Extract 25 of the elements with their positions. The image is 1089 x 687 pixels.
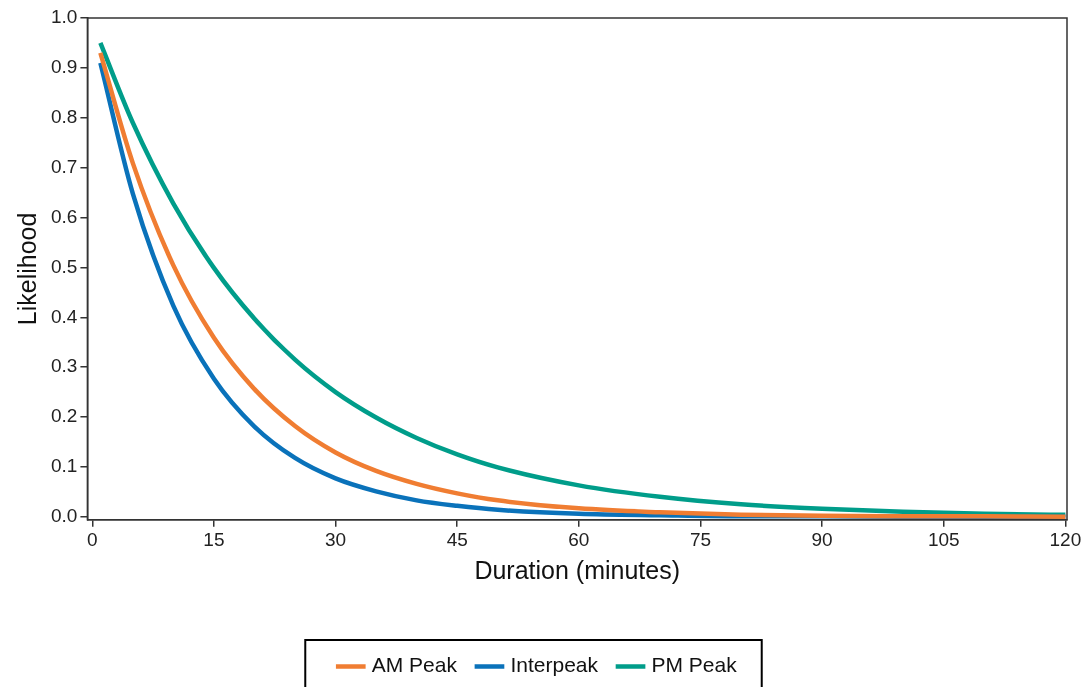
legend-label: PM Peak: [651, 653, 738, 677]
legend-label: AM Peak: [371, 653, 458, 677]
x-tick-label: 60: [568, 529, 590, 551]
y-tick-label: 1.0: [50, 6, 78, 28]
y-tick-label: 0.7: [50, 155, 78, 177]
y-tick-label: 0.2: [50, 405, 78, 427]
y-tick-label: 0.9: [50, 56, 78, 78]
x-tick-label: 90: [811, 529, 833, 551]
y-axis-title: Likelihood: [12, 212, 41, 326]
y-tick-label: 0.1: [50, 455, 78, 477]
legend-label: Interpeak: [510, 653, 599, 677]
y-tick-label: 0.3: [50, 355, 78, 377]
x-tick-label: 105: [927, 529, 960, 551]
x-tick-label: 45: [446, 529, 468, 551]
y-tick-label: 0.0: [50, 505, 78, 527]
x-axis-title: Duration (minutes): [474, 556, 681, 585]
x-tick-label: 120: [1049, 529, 1082, 551]
x-tick-label: 0: [86, 529, 98, 551]
y-tick-label: 0.6: [50, 205, 78, 227]
x-tick-label: 75: [689, 529, 712, 551]
y-tick-label: 0.4: [50, 305, 78, 327]
y-tick-label: 0.8: [50, 106, 78, 127]
x-tick-label: 15: [203, 529, 225, 551]
x-tick-label: 30: [324, 529, 347, 551]
y-tick-label: 0.5: [50, 255, 78, 277]
